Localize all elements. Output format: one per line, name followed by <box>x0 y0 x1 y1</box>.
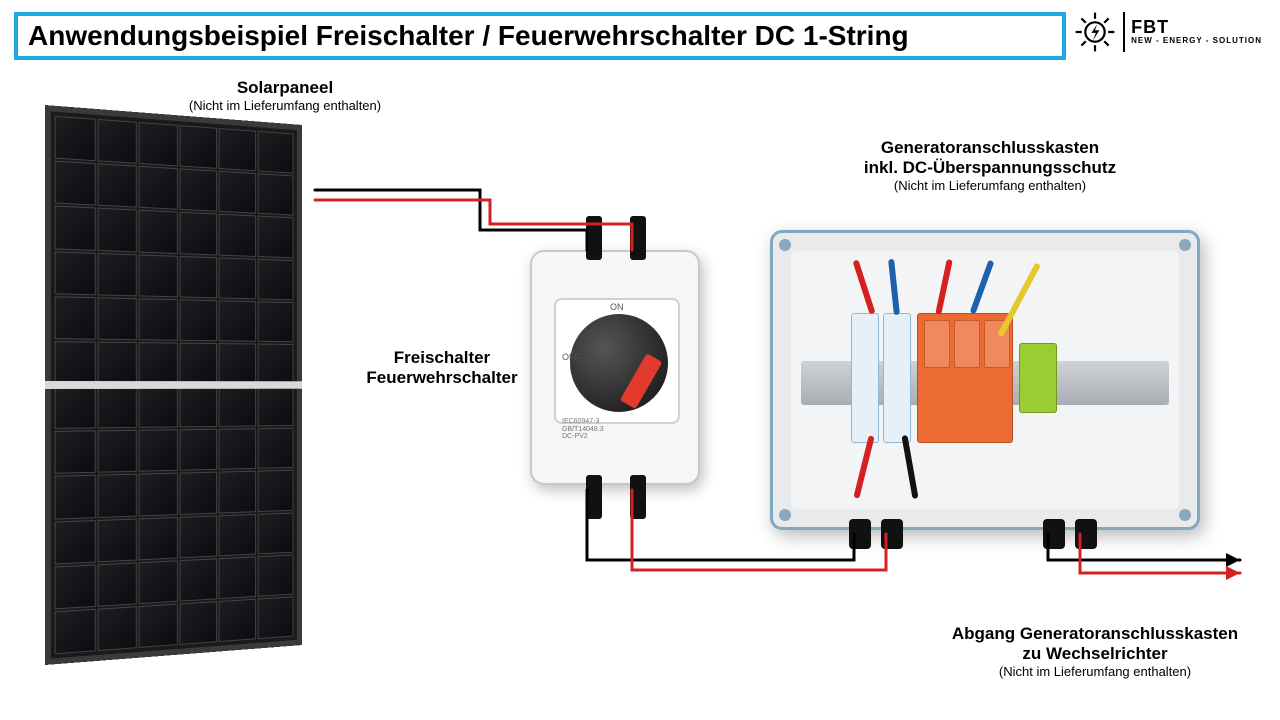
mc4-connector <box>586 216 602 260</box>
label-switch: Freischalter Feuerwehrschalter <box>352 348 532 388</box>
dc-isolator-switch: IP66 ON OFF IEC60947-3GB/T14048.3DC-PV2 <box>530 250 700 485</box>
logo-divider <box>1123 12 1125 52</box>
label-output: Abgang Generatoranschlusskasten zu Wechs… <box>920 624 1270 679</box>
label-gak-sub: (Nicht im Lieferumfang enthalten) <box>810 178 1170 193</box>
solar-panel <box>45 105 302 665</box>
label-out-sub: (Nicht im Lieferumfang enthalten) <box>920 664 1270 679</box>
mc4-connector <box>630 216 646 260</box>
label-solar-sub: (Nicht im Lieferumfang enthalten) <box>135 98 435 113</box>
label-out-l2: zu Wechselrichter <box>920 644 1270 664</box>
label-switch-l1: Freischalter <box>352 348 532 368</box>
logo-brand: FBT <box>1131 18 1262 37</box>
title-bar: Anwendungsbeispiel Freischalter / Feuerw… <box>14 12 1066 60</box>
sun-bolt-icon <box>1073 10 1117 54</box>
rotary-lever <box>620 353 663 409</box>
cable-gland <box>881 519 903 549</box>
mc4-connector <box>586 475 602 519</box>
logo-tagline: NEW - ENERGY - SOLUTION <box>1131 37 1262 45</box>
label-gak-l1: Generatoranschlusskasten <box>810 138 1170 158</box>
label-gak: Generatoranschlusskasten inkl. DC-Übersp… <box>810 138 1170 193</box>
label-gak-l2: inkl. DC-Überspannungsschutz <box>810 158 1170 178</box>
cable-gland <box>1075 519 1097 549</box>
generator-junction-box <box>770 230 1200 530</box>
fuse-holder <box>851 313 879 443</box>
page-title: Anwendungsbeispiel Freischalter / Feuerw… <box>28 20 909 52</box>
ground-terminal <box>1019 343 1057 413</box>
gak-interior <box>791 251 1179 509</box>
label-switch-l2: Feuerwehrschalter <box>352 368 532 388</box>
switch-standards: IEC60947-3GB/T14048.3DC-PV2 <box>562 418 604 441</box>
switch-off-label: OFF <box>562 352 580 362</box>
brand-logo: FBT NEW - ENERGY - SOLUTION <box>1073 10 1262 54</box>
cable-gland <box>1043 519 1065 549</box>
switch-on-label: ON <box>610 302 624 312</box>
label-out-l1: Abgang Generatoranschlusskasten <box>920 624 1270 644</box>
rotary-knob <box>570 314 668 412</box>
cable-gland <box>849 519 871 549</box>
label-solar-main: Solarpaneel <box>135 78 435 98</box>
fuse-holder <box>883 313 911 443</box>
label-solar: Solarpaneel (Nicht im Lieferumfang entha… <box>135 78 435 113</box>
mc4-connector <box>630 475 646 519</box>
